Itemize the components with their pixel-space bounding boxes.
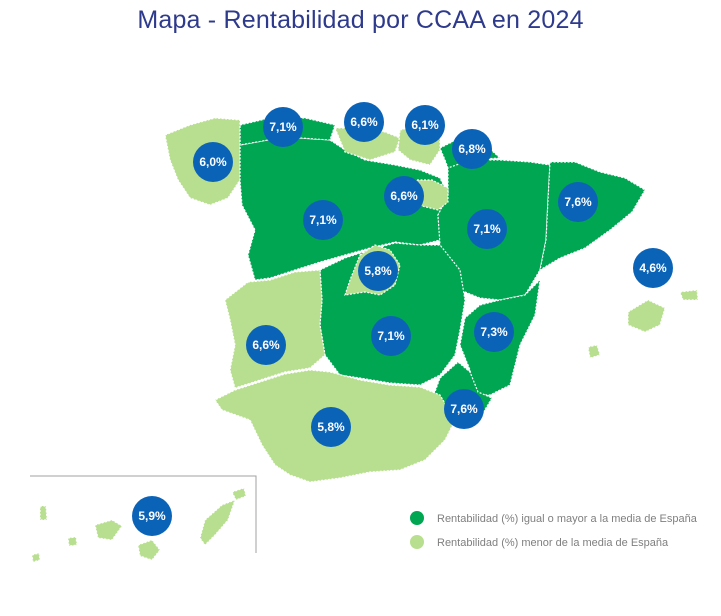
marker-circle-castilla-y-leon [303, 200, 343, 240]
marker-label-cataluna: 7,6% [564, 195, 592, 209]
marker-castilla-y-leon[interactable]: 7,1% [303, 200, 343, 240]
marker-murcia[interactable]: 7,6% [444, 389, 484, 429]
region-canarias-tenerife[interactable] [94, 519, 123, 541]
marker-label-canarias: 5,9% [138, 509, 166, 523]
value-markers: 6,0% 7,1% 6,6% 6,1% 6,8% 6,6% 7,1% 7,1% 7,6% 4,6%… [132, 102, 673, 536]
marker-label-cantabria: 6,6% [350, 115, 378, 129]
marker-comunidad-valenciana[interactable]: 7,3% [474, 312, 514, 352]
marker-castilla-la-mancha[interactable]: 7,1% [371, 316, 411, 356]
marker-label-pais-vasco: 6,1% [411, 118, 439, 132]
marker-asturias[interactable]: 7,1% [263, 107, 303, 147]
marker-label-galicia: 6,0% [199, 155, 227, 169]
region-canarias-lanzarote[interactable] [231, 487, 247, 501]
region-canarias-fuerteventura[interactable] [199, 498, 236, 546]
region-canarias-el-hierro[interactable] [31, 552, 41, 563]
marker-label-castilla-y-leon: 7,1% [309, 213, 337, 227]
region-canarias-gran-canaria[interactable] [137, 539, 161, 561]
marker-circle-comunidad-valenciana [474, 312, 514, 352]
marker-label-murcia: 7,6% [450, 402, 478, 416]
marker-cataluna[interactable]: 7,6% [558, 182, 598, 222]
marker-circle-navarra [452, 129, 492, 169]
marker-extremadura[interactable]: 6,6% [246, 325, 286, 365]
marker-circle-castilla-la-mancha [371, 316, 411, 356]
marker-label-la-rioja: 6,6% [390, 189, 418, 203]
marker-andalucia[interactable]: 5,8% [311, 407, 351, 447]
marker-circle-cataluna [558, 182, 598, 222]
marker-madrid[interactable]: 5,8% [358, 251, 398, 291]
marker-label-asturias: 7,1% [269, 120, 297, 134]
region-baleares-menorca[interactable] [679, 289, 699, 301]
region-canarias-la-gomera[interactable] [67, 536, 78, 547]
marker-label-extremadura: 6,6% [252, 338, 280, 352]
marker-circle-aragon [467, 209, 507, 249]
marker-la-rioja[interactable]: 6,6% [384, 176, 424, 216]
marker-circle-andalucia [311, 407, 351, 447]
marker-circle-extremadura [246, 325, 286, 365]
map-title: Mapa - Rentabilidad por CCAA en 2024 [137, 6, 584, 34]
marker-circle-madrid [358, 251, 398, 291]
legend-label-above: Rentabilidad (%) igual o mayor a la medi… [437, 513, 698, 525]
region-baleares[interactable] [627, 299, 666, 333]
marker-circle-asturias [263, 107, 303, 147]
region-cataluna[interactable] [539, 161, 646, 272]
canarias-inset [30, 475, 257, 563]
marker-label-madrid: 5,8% [364, 264, 392, 278]
marker-aragon[interactable]: 7,1% [467, 209, 507, 249]
marker-circle-murcia [444, 389, 484, 429]
legend-dot-below [410, 535, 424, 549]
regions [164, 117, 699, 483]
marker-circle-cantabria [344, 102, 384, 142]
marker-circle-galicia [193, 142, 233, 182]
marker-canarias[interactable]: 5,9% [132, 496, 172, 536]
marker-circle-pais-vasco [405, 105, 445, 145]
canarias-frame [30, 475, 257, 553]
marker-baleares[interactable]: 4,6% [633, 248, 673, 288]
marker-circle-la-rioja [384, 176, 424, 216]
region-canarias-la-palma[interactable] [39, 505, 48, 521]
marker-navarra[interactable]: 6,8% [452, 129, 492, 169]
marker-label-castilla-la-mancha: 7,1% [377, 329, 405, 343]
marker-label-aragon: 7,1% [473, 222, 501, 236]
marker-circle-baleares [633, 248, 673, 288]
legend-label-below: Rentabilidad (%) menor de la media de Es… [437, 537, 669, 549]
region-baleares-ibiza[interactable] [587, 344, 601, 359]
marker-label-navarra: 6,8% [458, 142, 486, 156]
marker-galicia[interactable]: 6,0% [193, 142, 233, 182]
marker-label-comunidad-valenciana: 7,3% [480, 325, 508, 339]
marker-label-andalucia: 5,8% [317, 420, 345, 434]
legend: Rentabilidad (%) igual o mayor a la medi… [410, 511, 698, 549]
legend-dot-above [410, 511, 424, 525]
marker-label-baleares: 4,6% [639, 261, 667, 275]
marker-pais-vasco[interactable]: 6,1% [405, 105, 445, 145]
marker-circle-canarias [132, 496, 172, 536]
marker-cantabria[interactable]: 6,6% [344, 102, 384, 142]
